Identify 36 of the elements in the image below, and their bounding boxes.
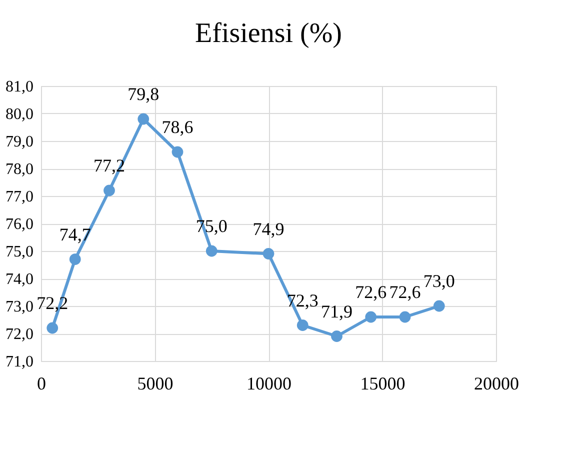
data-label: 71,9 [321,301,352,322]
point [46,322,58,334]
y-tick-label: 79,0 [6,134,34,150]
point [433,300,445,312]
point [399,311,411,323]
data-label: 74,9 [252,218,284,239]
point [262,248,274,260]
data-label: 79,8 [128,84,160,104]
point [172,146,184,158]
x-tick-label: 10000 [246,374,292,394]
data-label: 72,6 [389,282,421,302]
y-tick-label: 71,0 [6,354,34,370]
y-tick-label: 72,0 [6,326,34,343]
y-tick-label: 74,0 [6,271,34,288]
y-tick-label: 76,0 [6,216,34,233]
y-tick-label: 73,0 [6,298,34,316]
y-tick-label: 80,0 [6,106,34,123]
x-tick-label: 0 [37,374,46,394]
point [104,184,115,196]
point [296,320,308,331]
x-tick-label: 5000 [137,374,174,394]
data-label: 78,6 [162,117,194,137]
y-tick-label: 81,0 [6,78,34,96]
x-tick-label: 20000 [474,374,519,394]
point [206,245,218,257]
point [331,330,342,342]
point [69,254,81,265]
y-tick-label: 78,0 [6,161,34,178]
x-tick-label: 15000 [360,374,406,394]
chart-title: Efisiensi (%) [195,18,342,49]
point [138,113,150,125]
data-label: 73,0 [423,271,455,291]
y-tick-label: 75,0 [6,244,34,260]
data-label: 72,6 [355,282,387,302]
point [365,311,377,323]
y-tick-label: 77,0 [6,188,34,206]
